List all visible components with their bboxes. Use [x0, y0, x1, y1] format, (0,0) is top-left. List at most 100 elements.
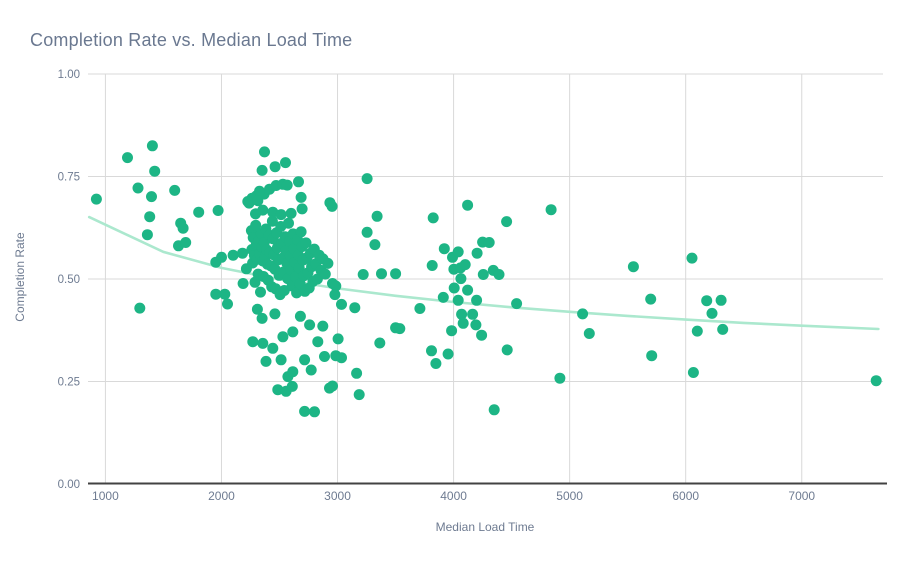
data-point[interactable]: [216, 251, 227, 263]
data-point[interactable]: [222, 298, 233, 310]
data-point[interactable]: [146, 191, 157, 203]
data-point[interactable]: [452, 294, 464, 306]
data-point[interactable]: [870, 375, 882, 387]
data-point[interactable]: [287, 326, 299, 338]
data-point[interactable]: [295, 226, 307, 238]
data-point[interactable]: [706, 307, 718, 319]
data-point[interactable]: [242, 196, 254, 207]
data-point[interactable]: [470, 319, 482, 331]
data-point[interactable]: [275, 209, 287, 221]
data-point[interactable]: [329, 289, 341, 301]
data-point[interactable]: [311, 273, 323, 285]
data-point[interactable]: [259, 146, 270, 158]
data-point[interactable]: [442, 348, 454, 360]
data-point[interactable]: [247, 336, 259, 348]
data-point[interactable]: [309, 406, 320, 418]
data-point[interactable]: [645, 293, 657, 305]
data-point[interactable]: [471, 294, 483, 306]
data-point[interactable]: [456, 308, 468, 320]
data-point[interactable]: [501, 344, 513, 356]
data-point[interactable]: [193, 206, 205, 218]
data-point[interactable]: [467, 308, 479, 320]
data-point[interactable]: [256, 312, 268, 324]
data-point[interactable]: [462, 199, 474, 211]
data-point[interactable]: [390, 268, 402, 280]
data-point[interactable]: [287, 366, 299, 378]
data-point[interactable]: [371, 210, 383, 222]
data-point[interactable]: [627, 261, 639, 273]
data-point[interactable]: [266, 215, 278, 227]
data-point[interactable]: [488, 404, 500, 416]
data-point[interactable]: [304, 319, 316, 331]
data-point[interactable]: [426, 260, 438, 271]
data-point[interactable]: [476, 329, 488, 341]
data-point[interactable]: [177, 222, 189, 234]
data-point[interactable]: [351, 367, 363, 379]
data-point[interactable]: [577, 308, 589, 320]
data-point[interactable]: [267, 206, 279, 218]
data-point[interactable]: [281, 179, 293, 191]
data-point[interactable]: [295, 191, 307, 203]
data-point[interactable]: [300, 237, 312, 249]
data-point[interactable]: [293, 176, 304, 188]
data-point[interactable]: [291, 287, 303, 299]
data-point[interactable]: [687, 367, 699, 378]
data-point[interactable]: [141, 229, 153, 241]
data-point[interactable]: [501, 216, 513, 228]
data-point[interactable]: [462, 284, 474, 296]
data-point[interactable]: [369, 239, 381, 251]
data-point[interactable]: [426, 345, 437, 357]
data-point[interactable]: [212, 205, 224, 216]
data-point[interactable]: [272, 384, 284, 396]
data-point[interactable]: [254, 185, 265, 197]
data-point[interactable]: [280, 157, 291, 169]
data-point[interactable]: [324, 197, 336, 209]
data-point[interactable]: [349, 302, 361, 314]
data-point[interactable]: [332, 333, 344, 345]
data-point[interactable]: [493, 269, 505, 280]
data-point[interactable]: [322, 257, 334, 269]
data-point[interactable]: [686, 252, 698, 264]
data-point[interactable]: [545, 204, 557, 216]
data-point[interactable]: [299, 405, 311, 417]
data-point[interactable]: [446, 325, 458, 337]
data-point[interactable]: [285, 207, 297, 219]
data-point[interactable]: [134, 302, 146, 314]
data-point[interactable]: [471, 247, 483, 259]
data-point[interactable]: [427, 212, 439, 224]
data-point[interactable]: [511, 298, 523, 310]
data-point[interactable]: [312, 336, 324, 348]
data-point[interactable]: [583, 328, 595, 339]
data-point[interactable]: [357, 269, 369, 280]
data-point[interactable]: [646, 350, 658, 362]
data-point[interactable]: [260, 355, 272, 367]
data-point[interactable]: [269, 308, 281, 320]
data-point[interactable]: [146, 140, 158, 152]
data-point[interactable]: [455, 273, 467, 285]
data-point[interactable]: [483, 237, 495, 248]
data-point[interactable]: [144, 211, 156, 223]
data-point[interactable]: [275, 354, 287, 366]
data-point[interactable]: [252, 195, 264, 207]
data-point[interactable]: [457, 317, 469, 329]
data-point[interactable]: [319, 351, 330, 362]
data-point[interactable]: [394, 323, 406, 335]
data-point[interactable]: [132, 182, 144, 194]
data-point[interactable]: [269, 161, 281, 173]
data-point[interactable]: [283, 217, 294, 229]
data-point[interactable]: [701, 295, 713, 307]
data-point[interactable]: [437, 291, 449, 303]
data-point[interactable]: [554, 372, 566, 384]
data-point[interactable]: [353, 389, 365, 401]
data-point[interactable]: [251, 303, 263, 315]
data-point[interactable]: [256, 164, 268, 176]
data-point[interactable]: [477, 269, 489, 280]
data-point[interactable]: [277, 331, 289, 343]
data-point[interactable]: [237, 247, 248, 259]
data-point[interactable]: [459, 259, 471, 271]
data-point[interactable]: [169, 184, 181, 196]
data-point[interactable]: [250, 219, 262, 231]
data-point[interactable]: [122, 152, 133, 164]
data-point[interactable]: [299, 354, 311, 366]
data-point[interactable]: [149, 165, 161, 177]
